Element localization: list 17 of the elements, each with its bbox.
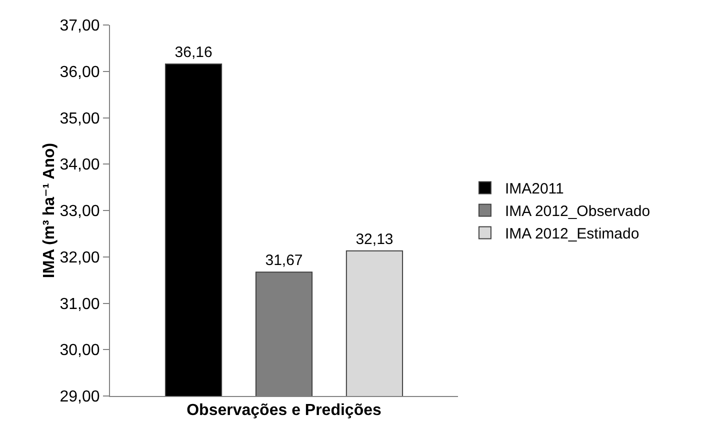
y-tick-label: 29,00 bbox=[60, 388, 100, 406]
legend-label: IMA2011 bbox=[504, 180, 564, 198]
y-tick-label: 31,00 bbox=[60, 296, 100, 313]
data-label: 36,16 bbox=[174, 44, 212, 61]
data-label: 32,13 bbox=[356, 230, 394, 248]
x-axis-title: Observações e Predições bbox=[186, 402, 382, 419]
legend-label: IMA 2012_Observado bbox=[504, 203, 650, 220]
y-tick-label: 32,00 bbox=[60, 249, 100, 266]
data-label: 31,67 bbox=[265, 252, 303, 270]
y-axis-title: IMA (m³ ha⁻¹ Ano) bbox=[40, 142, 58, 278]
y-tick-label: 35,00 bbox=[60, 110, 100, 128]
y-tick-label: 30,00 bbox=[60, 342, 100, 360]
y-tick-label: 33,00 bbox=[60, 203, 100, 220]
y-tick-label: 34,00 bbox=[60, 156, 100, 174]
y-tick-label: 36,00 bbox=[60, 64, 100, 81]
y-tick-label: 37,00 bbox=[60, 18, 100, 35]
legend-label: IMA 2012_Estimado bbox=[504, 226, 640, 243]
